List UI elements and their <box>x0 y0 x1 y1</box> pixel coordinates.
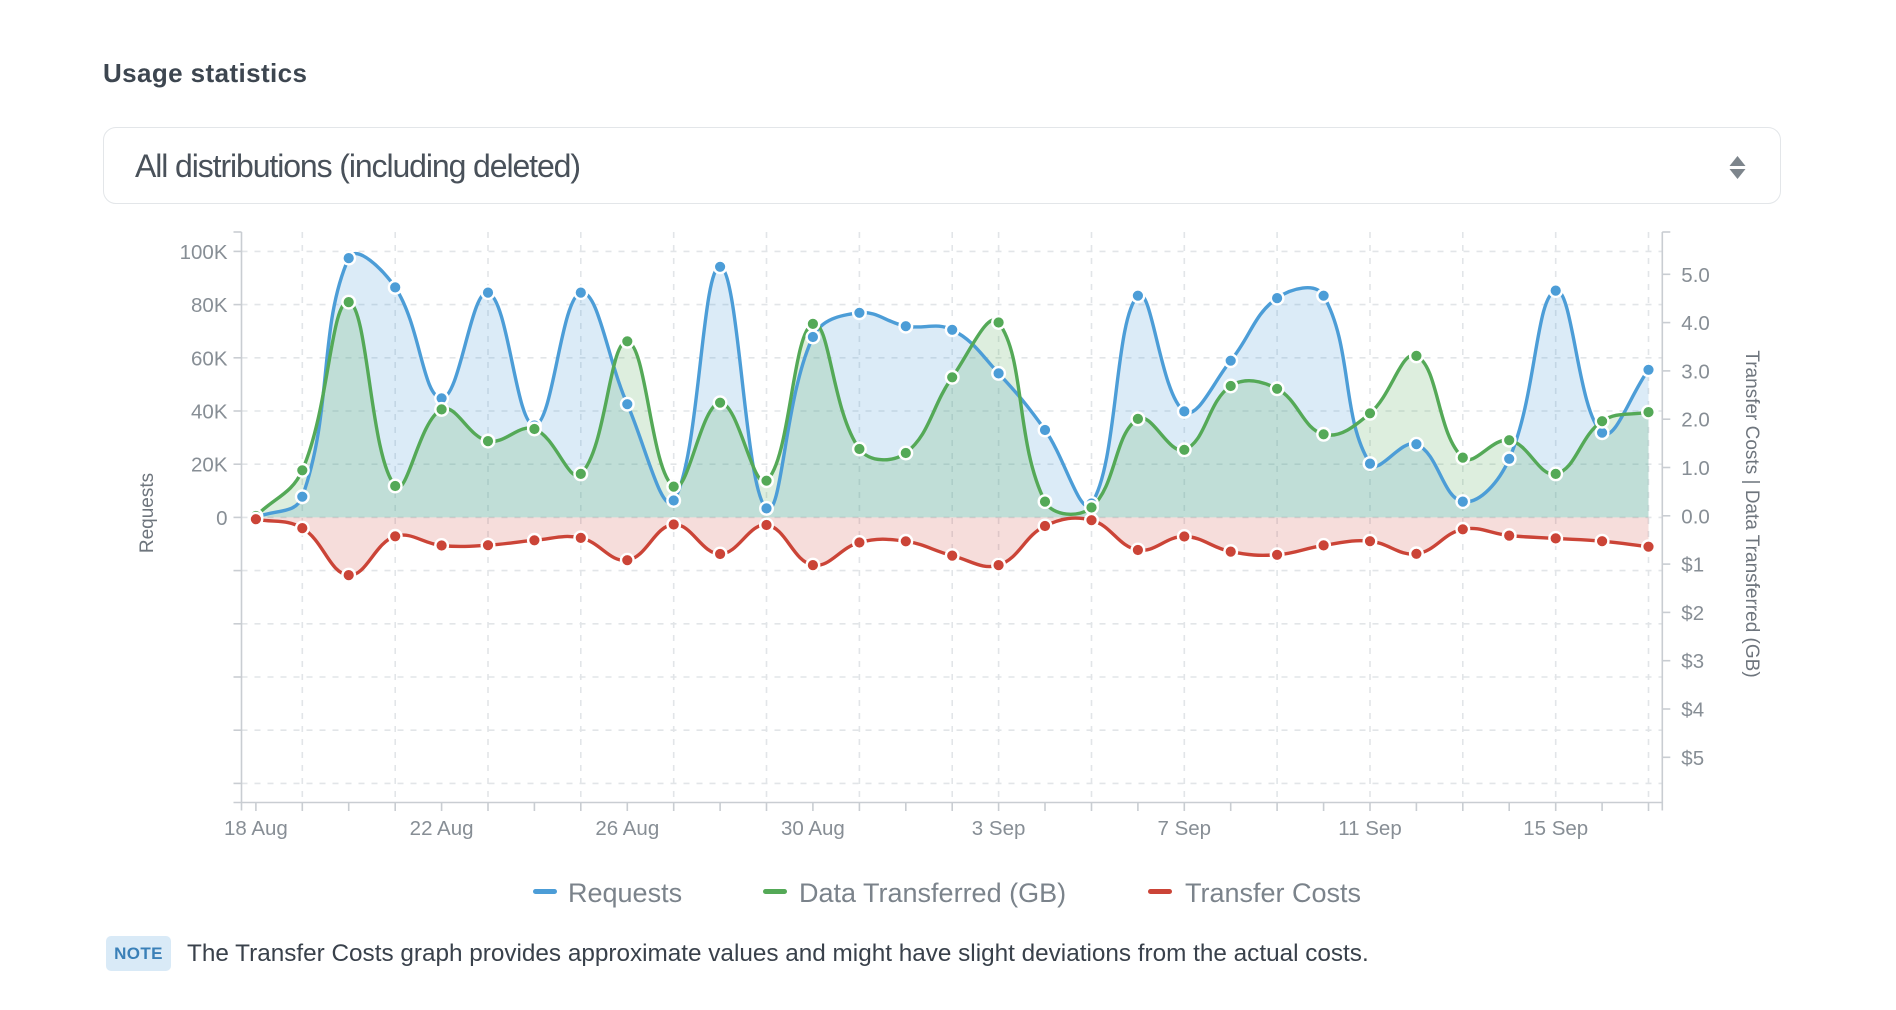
svg-text:5.0: 5.0 <box>1681 264 1710 287</box>
svg-text:$5: $5 <box>1681 747 1704 770</box>
svg-text:$4: $4 <box>1681 699 1704 722</box>
svg-text:7 Sep: 7 Sep <box>1158 817 1212 840</box>
svg-text:0.0: 0.0 <box>1681 505 1710 528</box>
svg-text:18 Aug: 18 Aug <box>224 817 288 840</box>
svg-text:11 Sep: 11 Sep <box>1338 817 1401 840</box>
svg-text:1.0: 1.0 <box>1681 457 1710 480</box>
svg-text:3 Sep: 3 Sep <box>972 817 1026 840</box>
svg-text:$3: $3 <box>1681 650 1704 673</box>
svg-text:Transfer Costs | Data Transfer: Transfer Costs | Data Transferred (GB) <box>1741 350 1762 677</box>
svg-text:$1: $1 <box>1681 554 1704 577</box>
svg-text:80K: 80K <box>191 294 228 317</box>
svg-text:4.0: 4.0 <box>1681 312 1710 335</box>
svg-text:40K: 40K <box>191 401 228 424</box>
svg-text:Requests: Requests <box>137 473 158 553</box>
svg-text:26 Aug: 26 Aug <box>595 817 659 840</box>
svg-text:100K: 100K <box>180 241 228 264</box>
svg-text:2.0: 2.0 <box>1681 409 1710 432</box>
svg-text:$2: $2 <box>1681 602 1704 625</box>
svg-text:22 Aug: 22 Aug <box>410 817 474 840</box>
svg-text:3.0: 3.0 <box>1681 360 1710 383</box>
svg-text:60K: 60K <box>191 347 228 370</box>
svg-text:30 Aug: 30 Aug <box>781 817 845 840</box>
svg-text:15 Sep: 15 Sep <box>1523 817 1588 840</box>
svg-text:0: 0 <box>216 507 227 530</box>
svg-text:20K: 20K <box>191 454 228 477</box>
